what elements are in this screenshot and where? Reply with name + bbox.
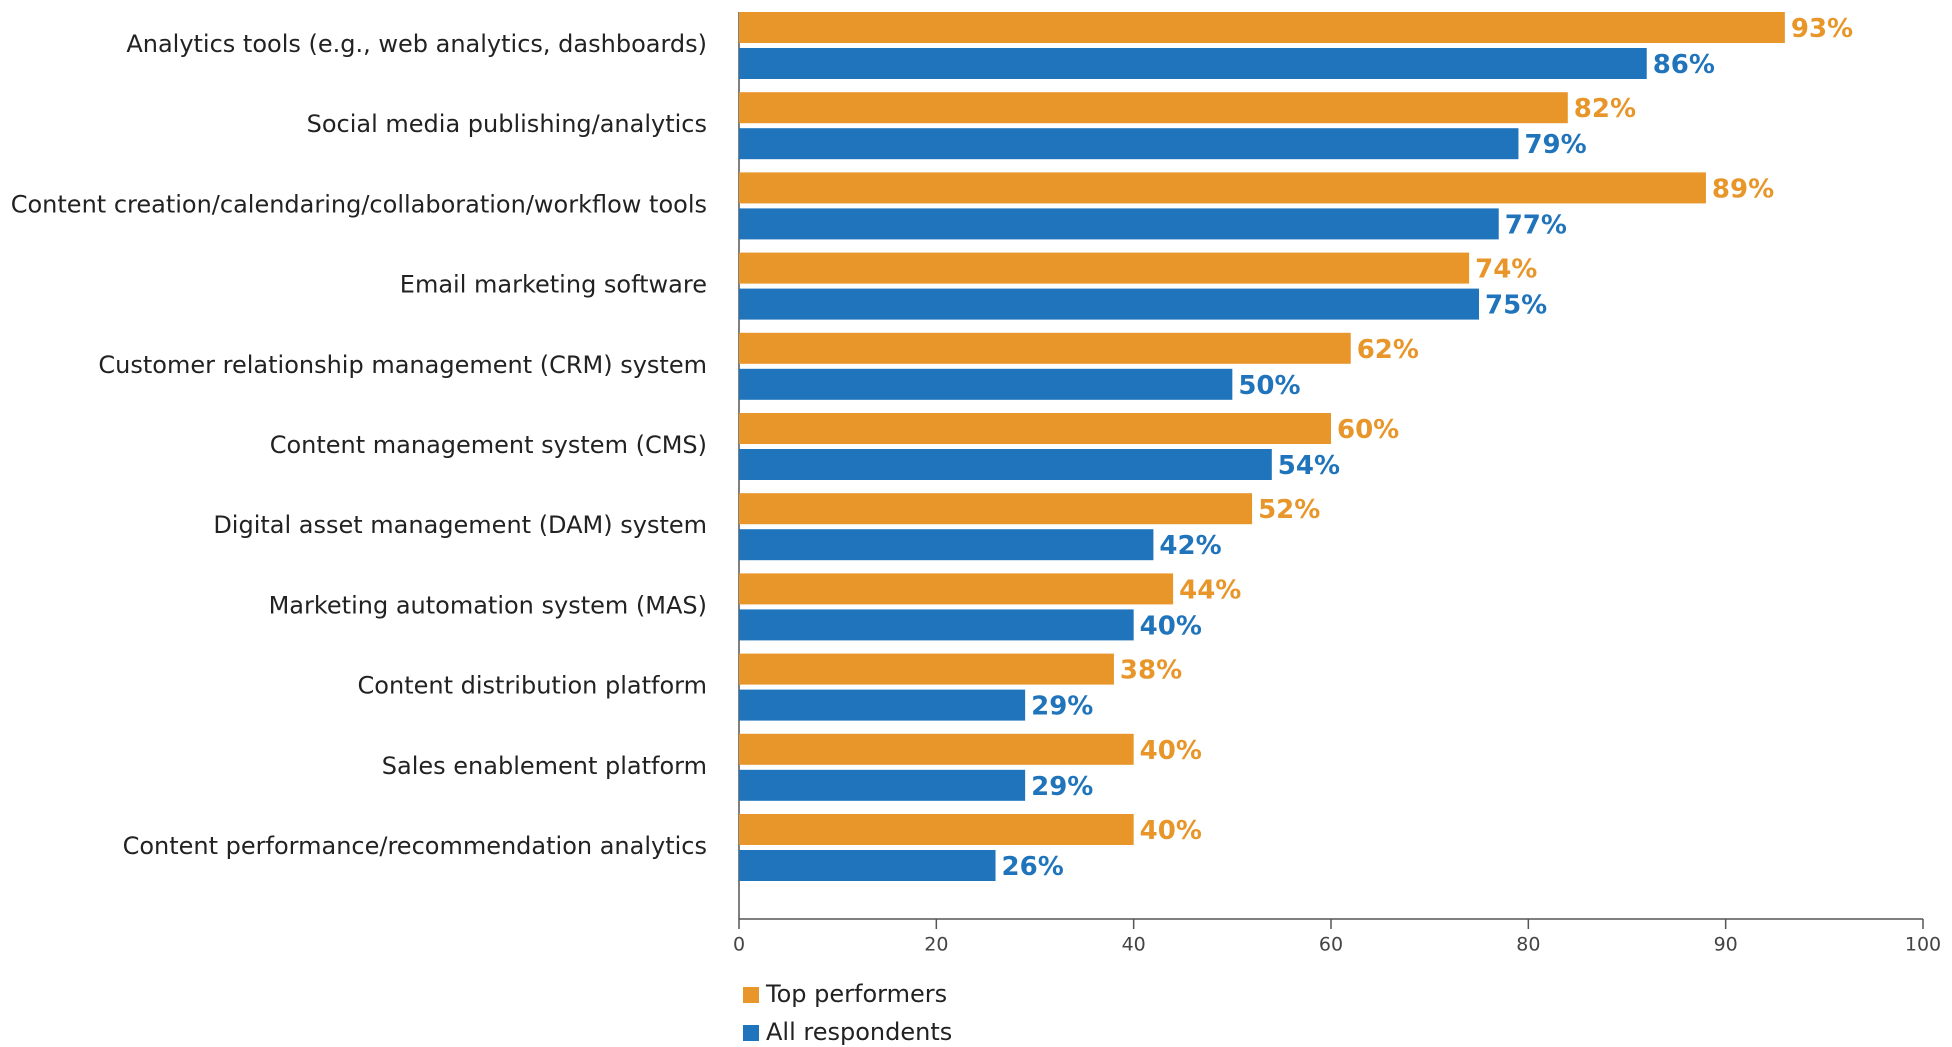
bar (739, 850, 996, 881)
value-label: 29% (1031, 772, 1093, 802)
category-label: Content distribution platform (358, 672, 707, 700)
bar (739, 413, 1331, 444)
value-label: 93% (1791, 14, 1853, 44)
x-tick-label: 80 (1516, 934, 1540, 956)
bar (739, 814, 1134, 845)
bar (739, 733, 1134, 765)
bar (739, 449, 1272, 480)
value-label: 42% (1159, 531, 1221, 561)
value-label: 40% (1140, 611, 1202, 641)
legend-swatch (743, 987, 759, 1003)
value-label: 54% (1278, 451, 1340, 481)
bar (739, 48, 1647, 79)
category-label: Customer relationship management (CRM) s… (98, 351, 707, 379)
category-label: Content performance/recommendation analy… (123, 832, 707, 860)
value-label: 29% (1031, 692, 1093, 722)
category-label: Content management system (CMS) (270, 431, 707, 459)
bar (739, 653, 1114, 685)
bar (739, 689, 1026, 721)
bar (739, 252, 1470, 284)
bar (739, 529, 1154, 561)
x-tick-label: 100 (1905, 934, 1941, 956)
bar (739, 288, 1479, 320)
category-label: Social media publishing/analytics (307, 110, 707, 138)
value-label: 79% (1524, 130, 1586, 160)
value-label: 74% (1475, 255, 1537, 285)
value-label: 38% (1120, 656, 1182, 686)
value-label: 26% (1002, 852, 1064, 882)
bar (739, 609, 1134, 641)
value-label: 44% (1179, 575, 1241, 605)
bar (739, 92, 1568, 124)
bar (739, 128, 1519, 160)
category-label: Sales enablement platform (382, 752, 707, 780)
bar (739, 332, 1351, 364)
bar (739, 769, 1026, 801)
bar (739, 493, 1253, 525)
category-label: Digital asset management (DAM) system (213, 511, 707, 539)
legend-label: Top performers (765, 980, 947, 1008)
value-label: 86% (1653, 50, 1715, 80)
value-label: 52% (1258, 495, 1320, 525)
category-label: Content creation/calendaring/collaborati… (11, 190, 707, 218)
value-label: 82% (1574, 94, 1636, 124)
bar (739, 12, 1785, 43)
x-tick-label: 0 (733, 934, 745, 956)
bar (739, 172, 1706, 204)
value-label: 89% (1712, 174, 1774, 204)
x-tick-label: 40 (1122, 934, 1146, 956)
bar (739, 573, 1174, 605)
x-tick-label: 90 (1714, 934, 1738, 956)
value-label: 60% (1337, 415, 1399, 445)
value-label: 40% (1140, 736, 1202, 766)
value-label: 50% (1238, 371, 1300, 401)
category-label: Marketing automation system (MAS) (269, 591, 707, 619)
value-label: 75% (1485, 291, 1547, 321)
value-label: 77% (1505, 210, 1567, 240)
bar (739, 368, 1233, 400)
category-label: Analytics tools (e.g., web analytics, da… (126, 30, 707, 58)
value-label: 62% (1357, 335, 1419, 365)
x-tick-label: 60 (1319, 934, 1343, 956)
value-label: 40% (1140, 816, 1202, 846)
legend-label: All respondents (766, 1018, 952, 1046)
legend-swatch (743, 1025, 759, 1041)
x-tick-label: 20 (924, 934, 948, 956)
bar (739, 208, 1499, 240)
category-label: Email marketing software (400, 271, 707, 299)
